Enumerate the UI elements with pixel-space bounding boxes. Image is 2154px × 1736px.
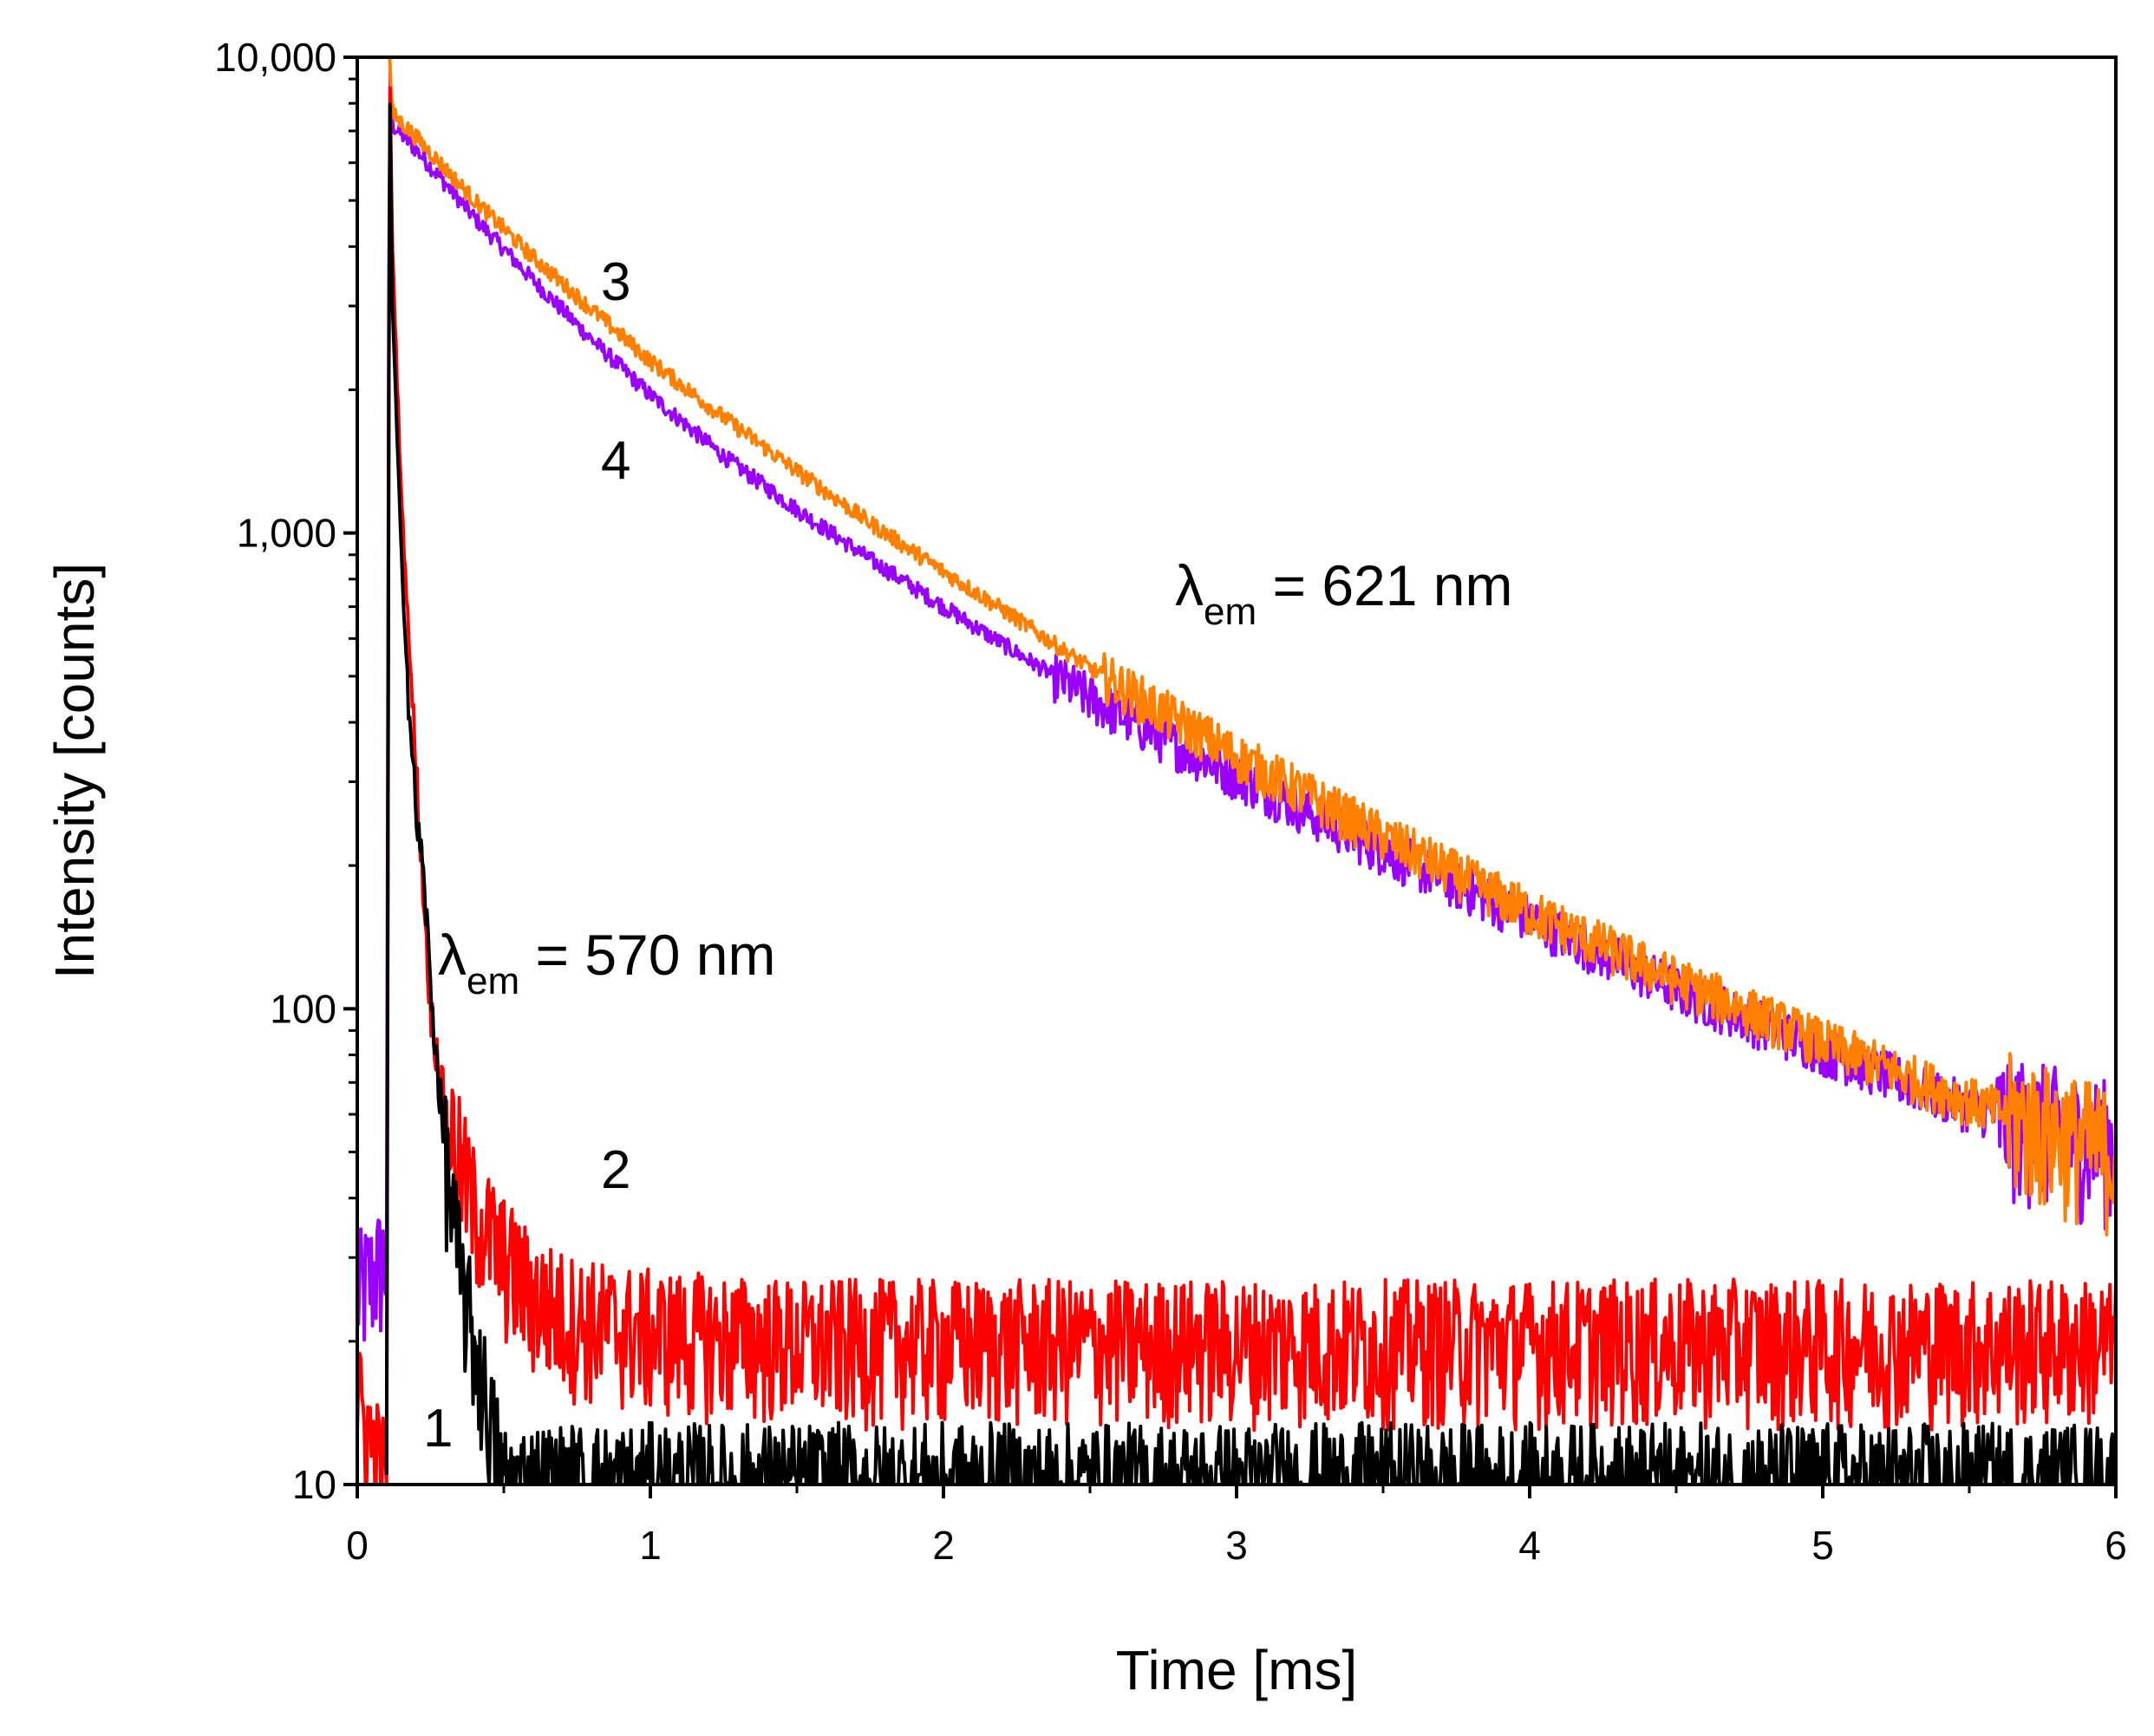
annotation-621nm: λem = 621 nm bbox=[1175, 553, 1512, 633]
curve-label-2: 2 bbox=[601, 1140, 630, 1200]
annotation-621nm-sub: em bbox=[1204, 591, 1256, 633]
curve-label-4: 4 bbox=[601, 431, 630, 491]
y-tick-label: 10,000 bbox=[214, 35, 336, 80]
annotation-570nm-sub: em bbox=[467, 960, 519, 1002]
curve-label-3: 3 bbox=[601, 252, 630, 312]
y-tick-label: 100 bbox=[270, 986, 336, 1031]
x-tick-label: 6 bbox=[2105, 1523, 2127, 1568]
x-tick-label: 2 bbox=[932, 1523, 955, 1568]
y-axis-title: Intensity [counts] bbox=[43, 563, 106, 979]
x-tick-label: 1 bbox=[639, 1523, 662, 1568]
annotation-570nm: λem = 570 nm bbox=[438, 923, 775, 1002]
series-line-3 bbox=[388, 57, 2116, 1237]
annotation-570nm-rest: = 570 nm bbox=[519, 923, 775, 987]
x-tick-label: 3 bbox=[1225, 1523, 1248, 1568]
annotation-570nm-lambda: λ bbox=[438, 923, 467, 987]
annotation-621nm-rest: = 621 nm bbox=[1256, 553, 1512, 617]
x-tick-label: 4 bbox=[1518, 1523, 1541, 1568]
curve-label-1: 1 bbox=[423, 1399, 453, 1459]
ticks-layer: 0 1 2 3 4 5 6 10 100 1,000 10,000 bbox=[214, 35, 2127, 1568]
series-line-1 bbox=[384, 102, 2116, 1485]
series-line-2 bbox=[357, 86, 2116, 1485]
x-tick-label: 5 bbox=[1811, 1523, 1834, 1568]
annotation-621nm-lambda: λ bbox=[1175, 553, 1204, 617]
x-tick-label: 0 bbox=[346, 1523, 369, 1568]
x-axis-title: Time [ms] bbox=[1116, 1639, 1358, 1701]
y-tick-label: 10 bbox=[292, 1462, 336, 1507]
series-layer bbox=[357, 57, 2116, 1485]
y-tick-label: 1,000 bbox=[237, 511, 336, 556]
